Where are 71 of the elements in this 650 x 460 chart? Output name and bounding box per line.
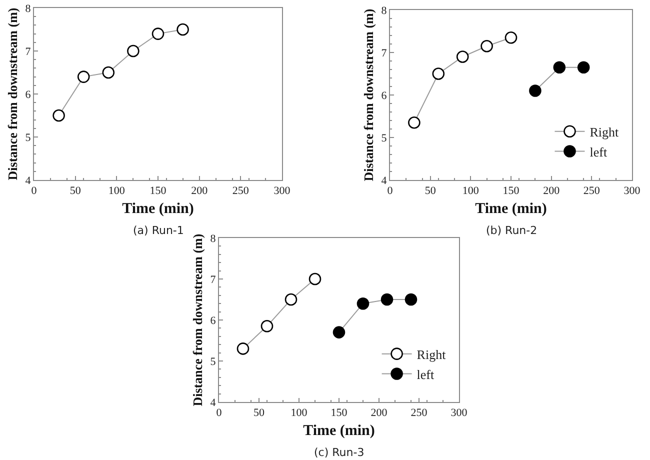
legend-label: left <box>416 366 435 382</box>
point <box>77 70 90 83</box>
x-tick-label: 200 <box>543 185 560 198</box>
y-axis-title: Distance from downstream (m) <box>190 234 206 406</box>
x-tick-label: 300 <box>624 185 641 198</box>
y-tick-label: 6 <box>25 88 32 101</box>
point <box>236 342 250 355</box>
x-tick-label: 50 <box>70 185 82 198</box>
point <box>260 320 274 332</box>
legend-label: Right <box>416 346 446 362</box>
x-axis-title: Time (min) <box>475 201 547 218</box>
x-tick-label: 300 <box>274 185 291 198</box>
y-tick-label: 4 <box>25 174 32 187</box>
x-tick-label: 0 <box>387 185 394 198</box>
text: (c) Run-3 <box>314 446 364 459</box>
y-tick-label: 4 <box>210 396 216 409</box>
x-tick-label: 150 <box>150 185 167 198</box>
x-tick-label: 250 <box>410 407 428 420</box>
point <box>504 31 518 44</box>
x-tick-label: 150 <box>330 407 348 420</box>
y-tick-label: 5 <box>381 132 388 144</box>
y-tick-label: 6 <box>210 314 216 327</box>
x-tick-label: 50 <box>254 407 265 420</box>
point <box>356 297 370 310</box>
x-tick-label: 200 <box>370 407 388 420</box>
y-tick-label: 7 <box>25 46 32 58</box>
text: (a) Run-1 <box>133 224 184 237</box>
point <box>408 116 420 129</box>
point <box>529 84 542 97</box>
y-axis-title: Distance from downstream (m) <box>361 8 376 182</box>
point <box>577 61 590 74</box>
x-axis-title: Time (min) <box>303 423 375 440</box>
x-tick-label: 0 <box>31 185 38 198</box>
point <box>432 68 445 80</box>
y-tick-label: 4 <box>381 174 388 187</box>
point <box>480 40 493 52</box>
point <box>308 272 322 286</box>
y-axis-title: Distance from downstream (m) <box>5 8 20 180</box>
x-tick-label: 100 <box>290 407 308 420</box>
legend-label: Right <box>590 124 620 140</box>
x-axis-title: Time (min) <box>122 201 194 218</box>
point <box>404 293 418 306</box>
x-tick-label: 100 <box>108 185 126 198</box>
legend-label: left <box>590 144 608 160</box>
point <box>284 293 298 306</box>
point <box>176 23 189 36</box>
y-tick-label: 7 <box>210 274 216 286</box>
y-tick-label: 8 <box>25 2 32 15</box>
y-tick-label: 8 <box>381 4 388 17</box>
x-tick-label: 100 <box>462 185 480 198</box>
point <box>332 326 346 338</box>
y-tick-label: 5 <box>25 132 32 144</box>
x-tick-label: 50 <box>424 185 436 198</box>
point <box>456 50 469 63</box>
y-tick-label: 6 <box>381 90 388 102</box>
point <box>380 293 394 306</box>
point <box>127 44 140 58</box>
x-tick-label: 0 <box>216 407 222 420</box>
y-tick-label: 8 <box>210 232 216 245</box>
y-tick-label: 5 <box>210 356 216 368</box>
y-tick-label: 7 <box>381 47 388 60</box>
point <box>152 28 164 40</box>
x-tick-label: 150 <box>502 185 520 198</box>
point <box>52 109 65 122</box>
x-tick-label: 200 <box>191 185 208 198</box>
point <box>102 66 115 79</box>
x-tick-label: 300 <box>450 407 468 420</box>
x-tick-label: 250 <box>583 185 600 198</box>
x-tick-label: 250 <box>232 185 250 198</box>
text: (b) Run-2 <box>486 224 538 237</box>
point <box>553 61 566 74</box>
